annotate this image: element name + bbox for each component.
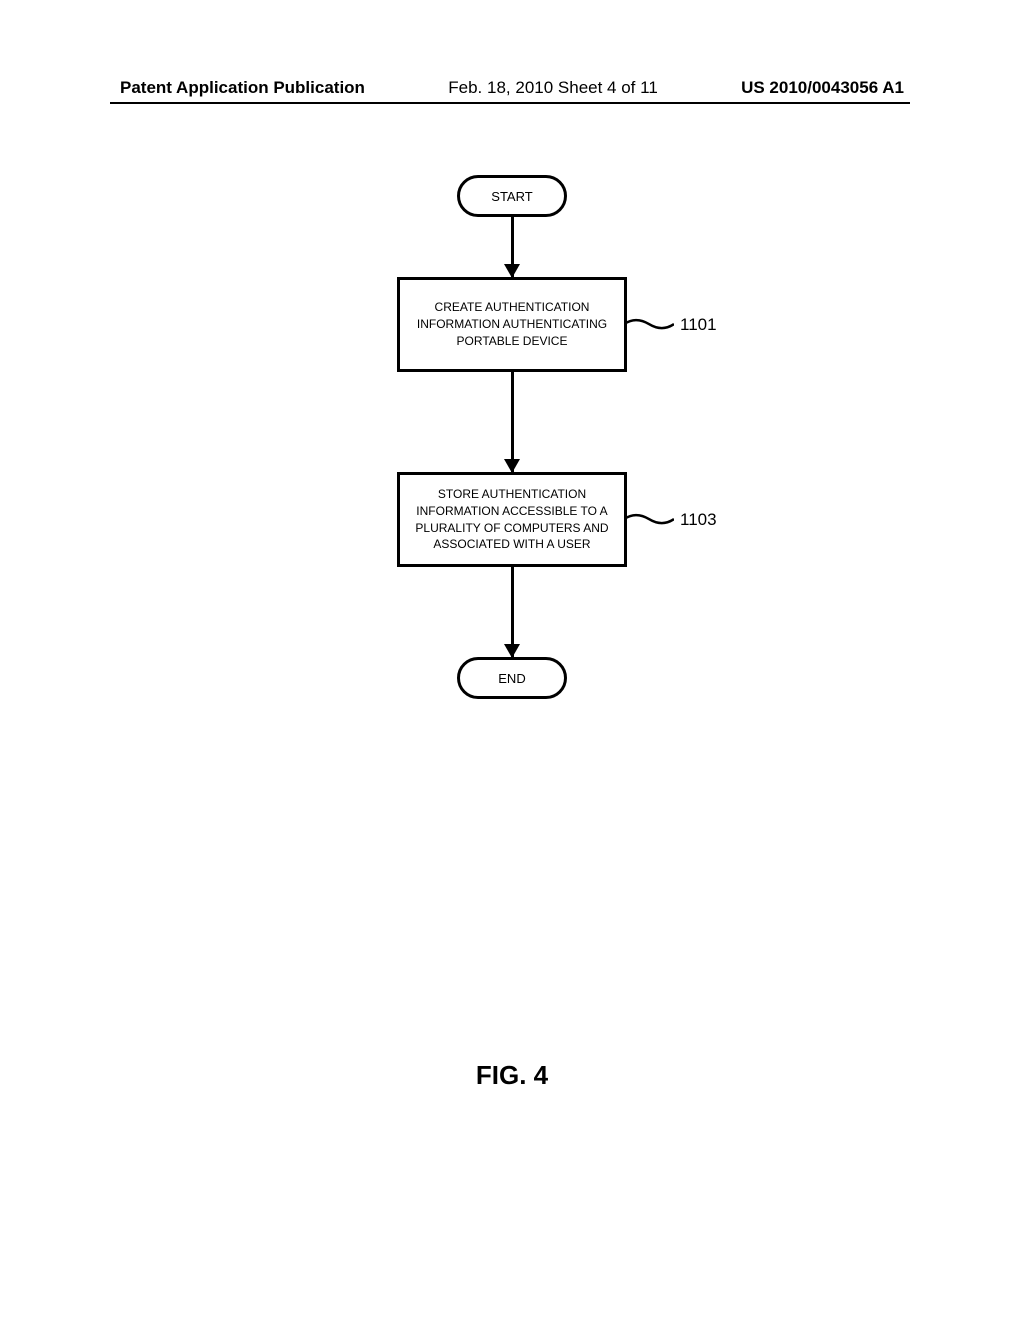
header-sheet-info: Feb. 18, 2010 Sheet 4 of 11 bbox=[448, 78, 658, 98]
process-1101-text: CREATE AUTHENTICATION INFORMATION AUTHEN… bbox=[408, 299, 616, 349]
flowchart: START CREATE AUTHENTICATION INFORMATION … bbox=[0, 175, 1024, 699]
start-label: START bbox=[491, 189, 532, 204]
end-terminal: END bbox=[457, 657, 567, 699]
leader-line-icon bbox=[624, 314, 674, 334]
ref-1103-number: 1103 bbox=[680, 508, 717, 532]
arrow-3 bbox=[0, 567, 1024, 657]
page-header: Patent Application Publication Feb. 18, … bbox=[0, 78, 1024, 98]
end-label: END bbox=[498, 671, 525, 686]
header-publication: Patent Application Publication bbox=[120, 78, 365, 98]
ref-1103: 1103 bbox=[624, 508, 717, 532]
ref-1101-number: 1101 bbox=[680, 313, 717, 337]
figure-label: FIG. 4 bbox=[0, 1060, 1024, 1091]
ref-1101: 1101 bbox=[624, 313, 717, 337]
start-terminal: START bbox=[457, 175, 567, 217]
header-rule bbox=[110, 102, 910, 104]
arrow-1 bbox=[0, 217, 1024, 277]
leader-line-icon bbox=[624, 509, 674, 529]
arrow-2 bbox=[0, 372, 1024, 472]
process-1103: STORE AUTHENTICATION INFORMATION ACCESSI… bbox=[397, 472, 627, 567]
process-1103-text: STORE AUTHENTICATION INFORMATION ACCESSI… bbox=[408, 486, 616, 553]
process-1101: CREATE AUTHENTICATION INFORMATION AUTHEN… bbox=[397, 277, 627, 372]
header-patent-number: US 2010/0043056 A1 bbox=[741, 78, 904, 98]
